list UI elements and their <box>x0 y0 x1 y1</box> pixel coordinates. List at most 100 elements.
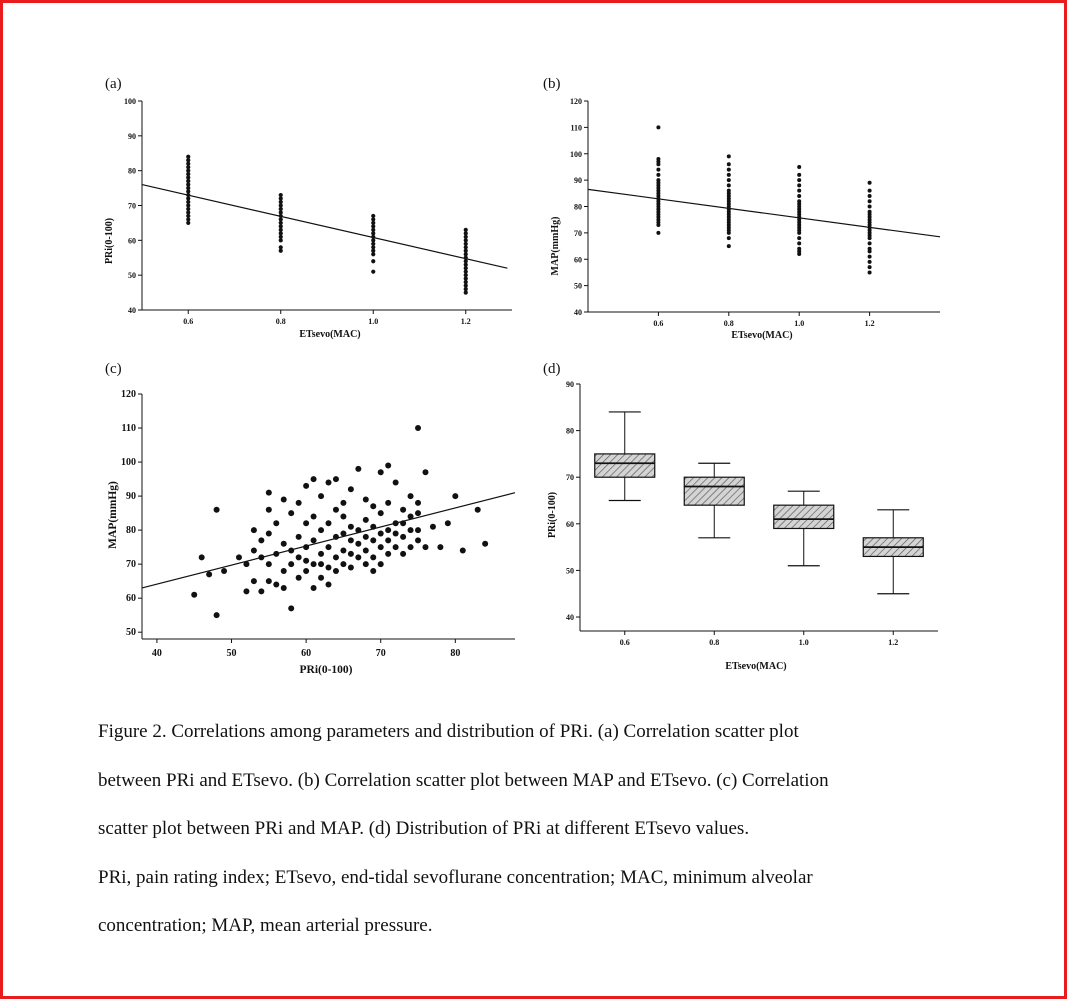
panel-a-point <box>463 273 468 278</box>
panel-c-point <box>422 469 429 476</box>
caption-line-1: Figure 2. Correlations among parameters … <box>98 721 799 742</box>
panel-c-point <box>400 506 407 513</box>
panel-c-point <box>362 561 369 568</box>
panel-c-point <box>243 588 250 595</box>
panel-a-point <box>371 224 376 229</box>
panel-b-y-tick-label: 80 <box>574 203 582 212</box>
panel-a-point <box>278 196 283 201</box>
panel-a-point <box>186 206 191 212</box>
panel-a-x-tick-label: 1.0 <box>368 317 378 326</box>
panel-c-point <box>273 581 280 588</box>
panel-c-point <box>385 527 392 534</box>
panel-c-point <box>325 544 332 551</box>
panel-b-point <box>726 154 731 159</box>
panel-a-point <box>463 280 468 285</box>
panel-c-point <box>407 544 414 551</box>
panel-d-y-tick-label: 60 <box>566 520 574 529</box>
panel-b-point <box>867 270 872 275</box>
panel-a-y-tick-label: 90 <box>128 132 136 141</box>
panel-b-x-tick-label: 0.6 <box>653 319 663 328</box>
panel-a-y-tick-label: 70 <box>128 202 136 211</box>
panel-c-point <box>422 544 429 551</box>
panel-b-point <box>867 265 872 270</box>
panel-a-point <box>463 259 468 264</box>
panel-b-point <box>656 167 661 172</box>
panel-b-point <box>867 209 872 214</box>
panel-a-point <box>371 241 376 246</box>
panel-a-point <box>186 158 191 163</box>
panel-c-y-label: MAP(mmHg) <box>107 481 119 549</box>
panel-a-point <box>463 252 468 257</box>
panel-c-point <box>243 561 250 568</box>
panel-c-point <box>362 496 369 503</box>
panel-c-point <box>362 516 369 523</box>
panel-d-box <box>773 504 835 530</box>
panel-c-point <box>273 520 280 527</box>
panel-c-point <box>377 530 384 537</box>
panel-c-point <box>415 510 422 517</box>
panel-a-x-label: ETsevo(MAC) <box>299 329 360 340</box>
panel-c-point <box>310 584 317 591</box>
panel-a-point <box>186 182 191 187</box>
panel-c-point <box>303 567 310 574</box>
panel-a-point <box>278 203 283 208</box>
panel-c-point <box>385 462 392 469</box>
panel-b-y-tick-label: 110 <box>570 123 582 132</box>
panel-d-x-tick-label: 1.2 <box>888 638 898 647</box>
panel-a-point <box>278 231 283 236</box>
panel-a-point <box>371 220 376 226</box>
panel-c-point <box>355 540 362 547</box>
panel-a-point <box>186 196 191 201</box>
panel-c-x-tick-label: 50 <box>227 648 237 659</box>
panel-c-point <box>347 564 354 571</box>
panel-a-point <box>278 227 283 232</box>
panel-c-point <box>332 554 339 561</box>
panel-c-point <box>303 520 310 527</box>
panel-b-point <box>797 164 802 169</box>
panel-b-point <box>656 157 661 162</box>
panel-a-x-tick-label: 1.2 <box>461 317 471 326</box>
panel-b-point <box>726 167 731 172</box>
panel-a-point <box>371 231 376 236</box>
panel-a-point <box>186 172 191 177</box>
panel-a-point <box>186 213 191 219</box>
panel-c-point <box>280 567 287 574</box>
panel-a-point <box>186 220 191 226</box>
panel-a-x-tick-label: 0.8 <box>276 317 286 326</box>
panel-a-point <box>278 206 283 212</box>
panel-a-point <box>278 234 283 239</box>
panel-c-point <box>452 493 459 500</box>
caption-line-4: PRi, pain rating index; ETsevo, end-tida… <box>98 866 813 888</box>
panel-a-point <box>278 217 283 222</box>
panel-d-x-label: ETsevo(MAC) <box>725 661 786 672</box>
panel-a-point <box>463 276 468 281</box>
panel-c-point <box>191 591 198 598</box>
panel-c: (c) 50 60 70 80 90 100 110 120 40 50 60 70 80 PRi(0-… <box>105 361 516 676</box>
panel-a-point <box>463 262 468 267</box>
panel-c-point <box>392 530 399 537</box>
panel-c-y-tick-label: 70 <box>126 559 136 570</box>
panel-a-point <box>463 290 468 295</box>
panel-a-point <box>186 199 191 205</box>
panel-c-point <box>429 523 436 530</box>
panel-c-point <box>295 499 302 506</box>
panel-c-x-label: PRi(0-100) <box>299 664 352 676</box>
panel-b-point <box>797 199 802 204</box>
panel-a-point <box>463 283 468 288</box>
panel-d-y-tick-label: 90 <box>566 380 574 389</box>
panel-c-point <box>340 547 347 554</box>
panel-c-point <box>355 527 362 534</box>
panel-a-point <box>186 189 191 194</box>
panel-c-y-tick-label: 60 <box>126 593 136 604</box>
panel-c-point <box>332 567 339 574</box>
panel-d-y-tick-label: 80 <box>566 427 574 436</box>
panel-c-point <box>370 503 377 510</box>
panel-b-point <box>797 172 802 177</box>
panel-b-y-tick-label: 100 <box>570 150 582 159</box>
panel-c-point <box>392 544 399 551</box>
panel-a-point <box>278 220 283 226</box>
panel-c-point <box>295 533 302 540</box>
panel-b-point <box>797 241 802 246</box>
panel-a-point <box>371 227 376 232</box>
panel-a-point <box>463 231 468 236</box>
